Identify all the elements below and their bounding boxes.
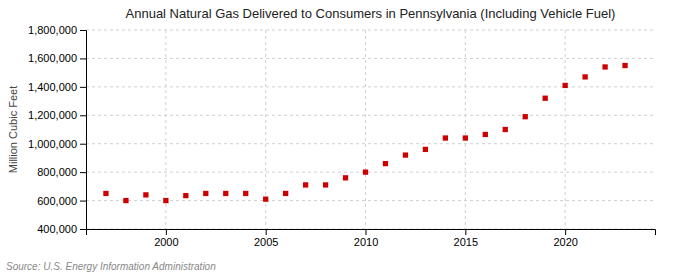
tick-mark — [80, 30, 86, 31]
point — [543, 96, 548, 101]
point — [602, 64, 607, 69]
point — [263, 197, 268, 202]
tick-label: 1,600,000 — [28, 52, 77, 64]
tick: 1,200,000 — [28, 109, 86, 121]
annotation: Source: U.S. Energy Information Administ… — [6, 261, 216, 272]
tick-mark — [366, 229, 367, 235]
tick: 2015 — [454, 229, 478, 248]
tick: 400,000 — [37, 223, 86, 235]
point — [483, 132, 488, 137]
grid-line — [86, 143, 655, 144]
tick-label: 600,000 — [37, 195, 77, 207]
tick: 1,000,000 — [28, 138, 86, 150]
point — [243, 191, 248, 196]
tick-label: 2000 — [154, 236, 178, 248]
point — [223, 191, 228, 196]
point — [463, 135, 468, 140]
tick-label: 2010 — [354, 236, 378, 248]
chart: 2000 2005 2010 2015 2020 400,000 600,000 800,00… — [0, 0, 675, 275]
grid-line — [465, 30, 466, 229]
plot-area: 2000 2005 2010 2015 2020 400,000 600,000 800,00… — [28, 24, 655, 248]
grid-line — [365, 30, 366, 229]
title: Annual Natural Gas Delivered to Consumer… — [126, 6, 616, 21]
tick-mark — [80, 87, 86, 88]
tick: 2020 — [553, 229, 577, 248]
point — [123, 198, 128, 203]
tick-mark — [80, 229, 86, 230]
tick-mark — [166, 229, 167, 235]
tick-label: 2020 — [553, 236, 577, 248]
tick-mark — [266, 229, 267, 235]
tick: 2005 — [254, 229, 278, 248]
grid — [86, 30, 655, 229]
point — [323, 182, 328, 187]
tick: 1,400,000 — [28, 81, 86, 93]
tick-mark — [565, 229, 566, 235]
point — [303, 182, 308, 187]
point — [163, 198, 168, 203]
point — [443, 135, 448, 140]
point — [283, 191, 288, 196]
point — [403, 152, 408, 157]
point — [423, 147, 428, 152]
grid-line — [86, 86, 655, 87]
tick-label: 2005 — [254, 236, 278, 248]
point — [143, 192, 148, 197]
grid-line — [86, 58, 655, 59]
point — [103, 191, 108, 196]
x-axis: 2000 2005 2010 2015 2020 — [87, 229, 656, 248]
axis-line — [80, 31, 87, 230]
tick: 1,800,000 — [28, 24, 86, 36]
tick-mark — [80, 201, 86, 202]
tick: 1,600,000 — [28, 52, 86, 64]
grid-line — [86, 30, 655, 31]
point — [503, 127, 508, 132]
axis-line — [87, 230, 656, 236]
tick: 2010 — [354, 229, 378, 248]
points — [103, 63, 627, 203]
tick-label: 800,000 — [37, 166, 77, 178]
tick: 2000 — [154, 229, 178, 248]
point — [183, 193, 188, 198]
y-axis: 400,000 600,000 800,000 1,000,000 1,200,000 1… — [28, 24, 86, 235]
point — [523, 114, 528, 119]
tick: 600,000 — [37, 195, 86, 207]
tick-label: 2015 — [454, 236, 478, 248]
tick-mark — [80, 144, 86, 145]
point — [203, 191, 208, 196]
point — [343, 175, 348, 180]
grid-line — [86, 200, 655, 201]
point — [563, 83, 568, 88]
tick: 800,000 — [37, 166, 86, 178]
point — [363, 169, 368, 174]
point — [622, 63, 627, 68]
tick-mark — [465, 229, 466, 235]
tick-label: 1,000,000 — [28, 138, 77, 150]
tick-label: 1,200,000 — [28, 109, 77, 121]
point — [582, 74, 587, 79]
y-axis-title: Million Cubic Feet — [7, 86, 19, 173]
tick-mark — [80, 115, 86, 116]
tick-mark — [80, 172, 86, 173]
point — [383, 161, 388, 166]
tick-label: 1,800,000 — [28, 24, 77, 36]
tick-mark — [80, 58, 86, 59]
tick-label: 400,000 — [37, 223, 77, 235]
grid-line — [86, 115, 655, 116]
grid-line — [86, 172, 655, 173]
grid-line — [565, 30, 566, 229]
tick-label: 1,400,000 — [28, 81, 77, 93]
